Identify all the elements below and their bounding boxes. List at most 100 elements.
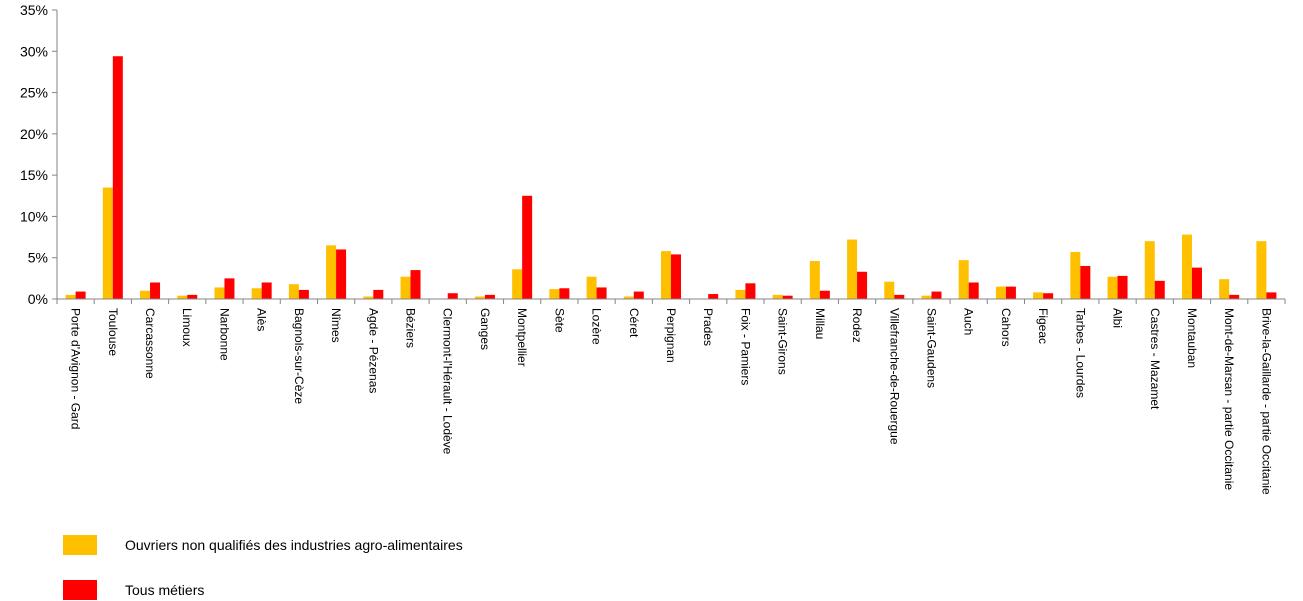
x-tick-label: Toulouse <box>106 308 120 356</box>
x-tick-label: Saint-Girons <box>776 308 790 375</box>
bar-tous-metiers <box>708 294 719 299</box>
x-tick-label: Perpignan <box>664 308 678 363</box>
x-tick-label: Figeac <box>1036 308 1050 344</box>
y-tick-label: 20% <box>20 126 48 142</box>
x-tick-label: Mont-de-Marsan - partie Occitanie <box>1222 308 1236 490</box>
bar-tous-metiers <box>1080 265 1091 299</box>
y-tick-label: 35% <box>20 2 48 18</box>
bar-agro <box>251 288 262 299</box>
bar-tous-metiers <box>857 271 868 299</box>
bar-tous-metiers <box>894 294 905 299</box>
bar-tous-metiers <box>1154 280 1165 299</box>
bar-tous-metiers <box>1043 293 1054 299</box>
x-tick-label: Albi <box>1111 308 1125 328</box>
bar-tous-metiers <box>633 291 644 299</box>
bar-agro <box>326 245 337 299</box>
bar-agro <box>1033 292 1044 299</box>
bar-agro <box>623 296 634 299</box>
x-tick-label: Carcassonne <box>143 308 157 379</box>
x-tick-label: Céret <box>627 308 641 338</box>
x-tick-label: Sète <box>552 308 566 333</box>
x-tick-label: Narbonne <box>217 308 231 361</box>
x-tick-label: Brive-la-Gaillarde - partie Occitanie <box>1259 308 1273 495</box>
bar-tous-metiers <box>112 56 123 299</box>
bar-tous-metiers <box>410 270 421 299</box>
bar-agro <box>288 284 299 299</box>
bar-agro <box>474 296 485 299</box>
y-tick-label: 30% <box>20 43 48 59</box>
bar-tous-metiers <box>187 294 198 299</box>
x-tick-label: Saint-Gaudens <box>924 308 938 388</box>
bar-agro <box>65 294 76 299</box>
bar-tous-metiers <box>745 283 756 299</box>
legend-item-agro: Ouvriers non qualifiés des industries ag… <box>63 535 463 555</box>
x-tick-label: Ganges <box>478 308 492 350</box>
bar-agro <box>363 296 374 299</box>
bar-agro <box>1219 279 1230 299</box>
bar-agro <box>549 289 560 299</box>
bar-agro <box>102 187 113 299</box>
y-tick-label: 5% <box>28 250 48 266</box>
legend-label-tous-metiers: Tous métiers <box>125 582 205 598</box>
bar-agro <box>809 261 820 299</box>
bar-tous-metiers <box>373 289 384 299</box>
bar-tous-metiers <box>522 195 533 299</box>
bar-agro <box>958 260 969 299</box>
bar-tous-metiers <box>1229 294 1240 299</box>
x-tick-label: Rodez <box>850 308 864 343</box>
bar-tous-metiers <box>819 290 830 299</box>
bar-agro <box>1181 234 1192 299</box>
bar-tous-metiers <box>968 282 979 299</box>
x-tick-label: Bagnols-sur-Cèze <box>292 308 306 404</box>
bar-tous-metiers <box>298 289 309 299</box>
x-tick-label: Auch <box>962 308 976 335</box>
bar-agro <box>1070 251 1081 299</box>
bar-agro <box>1107 276 1118 299</box>
bar-tous-metiers <box>1191 267 1202 299</box>
bar-tous-metiers <box>150 282 161 299</box>
legend-item-tous-metiers: Tous métiers <box>63 580 204 600</box>
bar-agro <box>884 281 895 299</box>
bar-agro <box>400 276 411 299</box>
bar-agro <box>661 251 671 299</box>
bar-tous-metiers <box>596 287 607 299</box>
x-tick-label: Nîmes <box>329 308 343 343</box>
x-tick-label: Millau <box>813 308 827 339</box>
bar-agro <box>1144 241 1155 299</box>
bar-agro <box>772 294 783 299</box>
x-tick-label: Tarbes - Lourdes <box>1073 308 1087 398</box>
x-tick-label: Clermont-l'Hérault - Lodève <box>441 308 455 455</box>
bar-agro <box>1256 241 1267 299</box>
y-tick-label: 0% <box>28 291 48 307</box>
bar-agro <box>140 290 151 299</box>
bar-agro <box>847 239 858 299</box>
x-tick-label: Castres - Mazamet <box>1148 308 1162 410</box>
bar-tous-metiers <box>224 278 235 299</box>
x-tick-label: Limoux <box>180 308 194 347</box>
x-tick-label: Béziers <box>404 308 418 348</box>
y-tick-label: 25% <box>20 85 48 101</box>
bar-tous-metiers <box>261 282 272 299</box>
bar-agro <box>214 287 225 299</box>
x-tick-label: Montauban <box>1185 308 1199 368</box>
bar-tous-metiers <box>336 249 347 299</box>
bar-agro <box>735 289 746 299</box>
y-tick-label: 10% <box>20 208 48 224</box>
legend-label-agro: Ouvriers non qualifiés des industries ag… <box>125 537 463 553</box>
bar-tous-metiers <box>75 291 86 299</box>
bar-agro <box>921 295 932 299</box>
bar-tous-metiers <box>484 294 495 299</box>
legend-swatch-agro <box>63 535 97 555</box>
bar-tous-metiers <box>1117 275 1128 299</box>
x-tick-label: Villefranche-de-Rouergue <box>887 308 901 445</box>
bar-agro <box>512 269 523 299</box>
x-tick-label: Porte d'Avignon - Gard <box>69 308 83 429</box>
legend-swatch-tous-metiers <box>63 580 97 600</box>
bar-tous-metiers <box>447 293 458 299</box>
bar-agro <box>177 295 188 299</box>
bar-tous-metiers <box>1266 292 1277 299</box>
bar-tous-metiers <box>559 288 570 299</box>
x-tick-label: Prades <box>701 308 715 346</box>
bar-tous-metiers <box>782 295 793 299</box>
